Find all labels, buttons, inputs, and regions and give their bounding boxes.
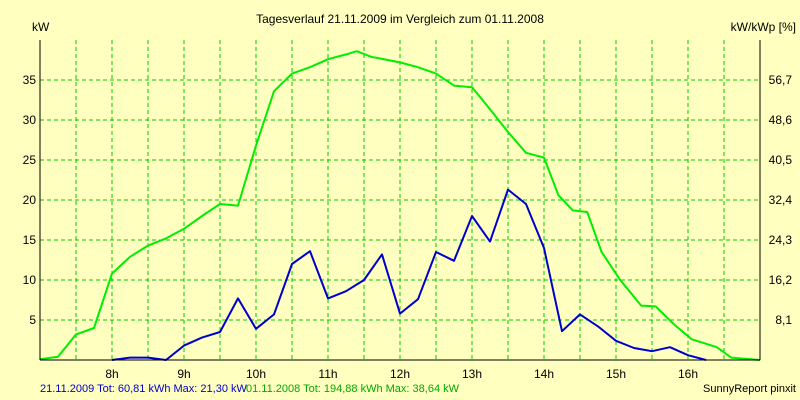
x-tick-label: 14h bbox=[534, 367, 554, 381]
y-tick-label-left: 20 bbox=[23, 193, 37, 207]
y-tick-label-left: 35 bbox=[23, 73, 37, 87]
y-tick-label-left: 25 bbox=[23, 153, 37, 167]
y-tick-label-left: 10 bbox=[23, 273, 37, 287]
y-tick-label-right: 16,2 bbox=[769, 273, 793, 287]
x-tick-label: 16h bbox=[678, 367, 698, 381]
y-tick-label-left: 5 bbox=[29, 313, 36, 327]
y-tick-label-right: 56,7 bbox=[769, 73, 793, 87]
series-line-2008 bbox=[39, 50, 761, 361]
chart-title: Tagesverlauf 21.11.2009 im Vergleich zum… bbox=[256, 12, 544, 26]
y-tick-label-right: 24,3 bbox=[769, 233, 793, 247]
y-tick-label-right: 40,5 bbox=[769, 153, 793, 167]
y-tick-label-left: 15 bbox=[23, 233, 37, 247]
x-tick-label: 9h bbox=[177, 367, 190, 381]
x-tick-label: 15h bbox=[606, 367, 626, 381]
x-tick-label: 10h bbox=[246, 367, 266, 381]
x-tick-label: 8h bbox=[105, 367, 118, 381]
footer-credit: SunnyReport pinxit bbox=[703, 383, 796, 395]
y-tick-label-right: 48,6 bbox=[769, 113, 793, 127]
legend-entry-2009: 21.11.2009 Tot: 60,81 kWh Max: 21,30 kW bbox=[40, 383, 247, 395]
grid-layer bbox=[40, 40, 760, 360]
y-tick-label-right: 8,1 bbox=[775, 313, 792, 327]
series-layer bbox=[39, 50, 761, 361]
y-axis-right-label: kW/kWp [%] bbox=[731, 20, 796, 34]
y-tick-label-right: 32,4 bbox=[769, 193, 793, 207]
x-tick-label: 13h bbox=[462, 367, 482, 381]
y-axis-left-label: kW bbox=[32, 20, 50, 34]
series-line-2009 bbox=[111, 188, 707, 361]
tick-layer: 5 10 15 20 25 30 35 8,1 16,2 24,3 32,4 40,5 48,6 56,7… bbox=[23, 73, 793, 381]
x-tick-label: 11h bbox=[318, 367, 337, 381]
y-tick-label-left: 30 bbox=[23, 113, 37, 127]
legend-entry-2008: 01.11.2008 Tot: 194,88 kWh Max: 38,64 kW bbox=[246, 383, 460, 395]
x-tick-label: 12h bbox=[390, 367, 410, 381]
